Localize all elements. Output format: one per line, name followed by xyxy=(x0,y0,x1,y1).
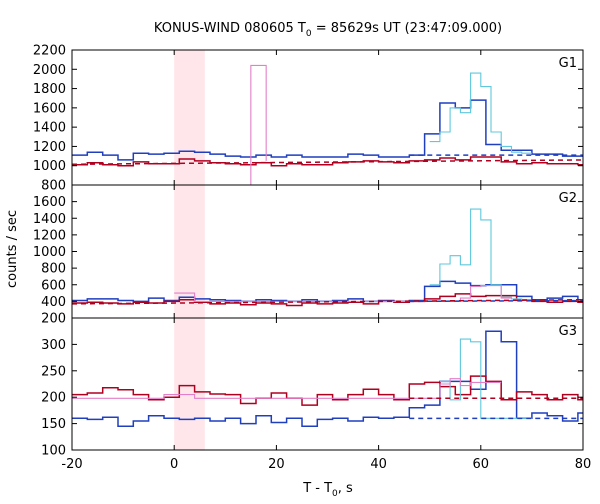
series-red-step-1 xyxy=(72,375,583,406)
shaded-interval xyxy=(174,185,205,318)
x-tick-label: 20 xyxy=(268,457,285,472)
chart-title: KONUS-WIND 080605 T0 = 85629s UT (23:47:… xyxy=(154,21,502,39)
y-tick-label: 1600 xyxy=(33,101,66,116)
x-tick-label: -20 xyxy=(61,457,82,472)
series-pink-step-3 xyxy=(72,378,502,399)
y-tick-label: 1200 xyxy=(33,140,66,155)
y-tick-label: 800 xyxy=(41,179,66,194)
panel-g1: 800 1000 1200 1400 1600 1800 2000 2200 G1 xyxy=(33,44,584,194)
series-pink-step-3 xyxy=(174,285,512,302)
x-tick-label: 60 xyxy=(473,457,490,472)
y-tick-label: 250 xyxy=(41,364,66,379)
y-tick-label: 100 xyxy=(41,444,66,459)
panel-frame xyxy=(71,317,584,451)
y-tick-label: 400 xyxy=(41,295,66,310)
y-tick-label: 1600 xyxy=(33,195,66,210)
y-tick-label: 150 xyxy=(41,417,66,432)
series-cyan-step-2 xyxy=(429,72,532,154)
series-red-dash-5 xyxy=(71,298,584,305)
y-tick-label: 600 xyxy=(41,278,66,293)
shaded-interval xyxy=(174,50,205,185)
x-tick-label: 0 xyxy=(170,457,178,472)
y-tick-label: 1200 xyxy=(33,228,66,243)
y-tick-label: 200 xyxy=(41,391,66,406)
y-axis-label: counts / sec xyxy=(5,210,20,288)
y-tick-label: 300 xyxy=(41,338,66,353)
panel-g3: 100 150 200 250 300 -20 0 20 40 60 80 G3 xyxy=(41,317,592,472)
panel-label: G3 xyxy=(559,324,577,339)
series-blue-dash-4 xyxy=(409,299,584,303)
y-tick-label: 800 xyxy=(41,262,66,277)
y-tick-label: 200 xyxy=(41,312,66,327)
y-tick-label: 1400 xyxy=(33,121,66,136)
series-blue-step-0 xyxy=(72,330,583,427)
y-tick-label: 1800 xyxy=(33,82,66,97)
y-tick-label: 1000 xyxy=(33,159,66,174)
series-pink-step-3 xyxy=(250,64,267,185)
shaded-interval xyxy=(174,318,205,450)
panel-label: G2 xyxy=(559,191,577,206)
series-blue-step-0 xyxy=(72,99,583,161)
y-tick-label: 1400 xyxy=(33,212,66,227)
y-tick-label: 1000 xyxy=(33,245,66,260)
series-red-dash-5 xyxy=(71,159,584,166)
x-axis-label: T - T0, s xyxy=(302,481,353,499)
y-tick-label: 2200 xyxy=(33,44,66,59)
y-tick-label: 2000 xyxy=(33,63,66,78)
x-tick-label: 40 xyxy=(370,457,387,472)
panel-label: G1 xyxy=(559,56,577,71)
x-tick-label: 80 xyxy=(575,457,592,472)
